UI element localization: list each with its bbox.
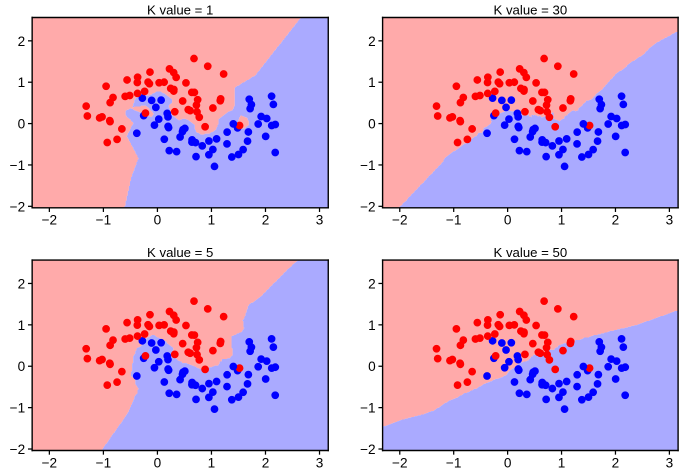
svg-text:1: 1: [558, 213, 566, 228]
svg-text:K value = 1: K value = 1: [147, 2, 213, 17]
svg-text:0: 0: [154, 455, 162, 470]
svg-text:−2: −2: [10, 199, 26, 214]
svg-text:−1: −1: [10, 401, 26, 416]
svg-text:1: 1: [208, 213, 216, 228]
svg-text:3: 3: [666, 455, 674, 470]
svg-text:0: 0: [368, 117, 376, 132]
svg-text:−1: −1: [96, 213, 112, 228]
svg-text:3: 3: [316, 455, 324, 470]
svg-text:−1: −1: [360, 401, 376, 416]
svg-text:3: 3: [666, 213, 674, 228]
svg-text:1: 1: [208, 455, 216, 470]
svg-text:0: 0: [504, 455, 512, 470]
svg-text:2: 2: [18, 34, 26, 49]
svg-text:0: 0: [368, 359, 376, 374]
svg-text:0: 0: [504, 213, 512, 228]
svg-text:2: 2: [612, 455, 620, 470]
svg-text:2: 2: [612, 213, 620, 228]
svg-text:3: 3: [316, 213, 324, 228]
svg-text:2: 2: [18, 276, 26, 291]
svg-text:0: 0: [18, 117, 26, 132]
svg-text:−1: −1: [10, 158, 26, 173]
svg-text:K value = 5: K value = 5: [147, 245, 213, 260]
svg-text:1: 1: [18, 75, 26, 90]
svg-text:−2: −2: [42, 455, 58, 470]
svg-text:−1: −1: [446, 455, 462, 470]
svg-text:−1: −1: [360, 158, 376, 173]
svg-text:2: 2: [368, 34, 376, 49]
svg-text:1: 1: [18, 318, 26, 333]
svg-text:0: 0: [18, 359, 26, 374]
svg-text:−1: −1: [446, 213, 462, 228]
svg-text:−1: −1: [96, 455, 112, 470]
svg-text:−2: −2: [392, 455, 408, 470]
svg-text:−2: −2: [10, 442, 26, 457]
svg-text:1: 1: [558, 455, 566, 470]
svg-text:K value = 30: K value = 30: [494, 2, 568, 17]
svg-text:1: 1: [368, 318, 376, 333]
svg-text:−2: −2: [360, 199, 376, 214]
svg-text:2: 2: [262, 213, 270, 228]
svg-text:−2: −2: [392, 213, 408, 228]
svg-text:K value = 50: K value = 50: [494, 245, 568, 260]
svg-text:−2: −2: [360, 442, 376, 457]
svg-text:1: 1: [368, 75, 376, 90]
svg-text:2: 2: [262, 455, 270, 470]
svg-text:0: 0: [154, 213, 162, 228]
svg-text:2: 2: [368, 276, 376, 291]
svg-text:−2: −2: [42, 213, 58, 228]
